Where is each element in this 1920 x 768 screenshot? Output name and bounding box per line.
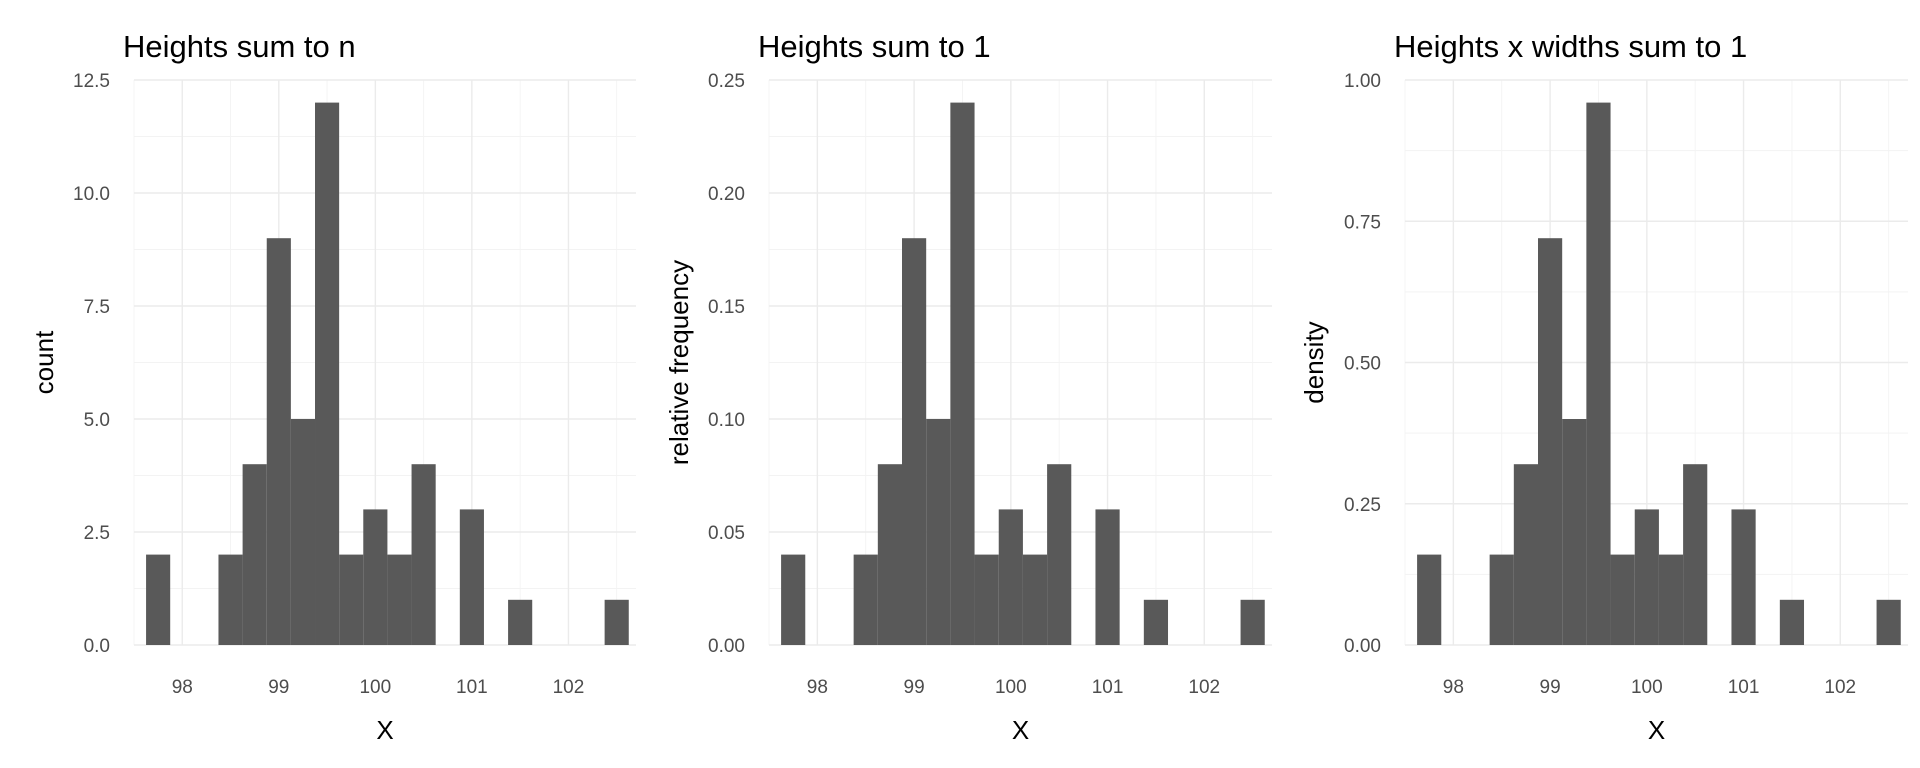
y-tick-label: 0.10 [708,410,745,431]
histogram-bar [363,509,388,645]
y-tick-labels: 0.00 0.25 0.50 0.75 1.00 [1344,71,1381,657]
histogram-bar [1022,554,1048,645]
x-axis-label: X [376,715,393,745]
histogram-bar [974,554,999,645]
histogram-bar [1876,599,1901,645]
histogram-bar [508,599,533,645]
y-tick-label: 2.5 [84,523,110,544]
x-tick-label: 99 [268,677,289,698]
y-tick-label: 0.20 [708,184,745,205]
x-tick-labels: 98 99 100 101 102 [807,677,1220,698]
histogram-bar [1586,102,1611,646]
histogram-bar [266,238,291,645]
histogram-bar [926,419,951,645]
x-tick-labels: 98 99 100 101 102 [1443,677,1856,698]
histogram-bar [853,554,878,645]
chart-title: Heights sum to 1 [758,29,991,64]
histogram-bar [339,554,364,645]
x-tick-label: 102 [553,677,585,698]
x-axis-label: X [1648,715,1665,745]
x-tick-label: 100 [1631,677,1663,698]
x-tick-label: 101 [456,677,488,698]
histogram-bar [1610,554,1635,645]
y-tick-label: 0.00 [708,636,745,657]
histogram-bar [877,464,903,645]
histogram-bar [1562,419,1587,645]
x-tick-label: 102 [1824,677,1856,698]
histogram-bar [218,554,243,645]
y-axis-label: count [29,330,59,394]
histogram-bar [242,464,267,645]
chart-title: Heights sum to n [123,29,356,64]
y-tick-label: 0.25 [1344,495,1381,516]
panel-2: 0.00 0.05 0.10 0.15 0.20 0.25 98 99 100 101 102 Hei… [664,29,1272,745]
x-tick-label: 99 [904,677,925,698]
x-tick-label: 100 [995,677,1027,698]
histogram-bar [1634,509,1659,645]
histogram-bar [781,554,806,645]
histogram-bar [1489,554,1514,645]
bars [146,102,629,646]
histogram-bar [1658,554,1684,645]
histogram-bar [902,238,927,645]
histogram-bar [1513,464,1539,645]
histogram-bar [604,599,629,645]
y-tick-label: 0.25 [708,71,745,92]
y-tick-label: 0.05 [708,523,745,544]
histogram-bar [950,102,975,646]
x-tick-label: 101 [1728,677,1760,698]
y-tick-label: 0.15 [708,297,745,318]
x-tick-labels: 98 99 100 101 102 [172,677,585,698]
y-tick-label: 0.75 [1344,212,1381,233]
x-tick-label: 98 [172,677,193,698]
x-tick-label: 98 [807,677,828,698]
x-tick-label: 99 [1540,677,1561,698]
panel-3: 0.00 0.25 0.50 0.75 1.00 98 99 100 101 102 Heights… [1299,29,1908,745]
histogram-bar [411,464,436,645]
x-tick-label: 102 [1188,677,1220,698]
histogram-bar [1538,238,1563,645]
histogram-bar [1779,599,1805,645]
y-tick-label: 5.0 [84,410,110,431]
histogram-bar [315,102,340,646]
y-tick-label: 7.5 [84,297,110,318]
histogram-bar [1417,554,1442,645]
histogram-bar [146,554,171,645]
histogram-bar [1683,464,1708,645]
histogram-bar [387,554,412,645]
histogram-bar [1047,464,1072,645]
chart-title: Heights x widths sum to 1 [1394,29,1747,64]
y-tick-labels: 0.0 2.5 5.0 7.5 10.0 12.5 [73,71,110,657]
y-tick-label: 0.50 [1344,354,1381,375]
bars [781,102,1265,646]
x-tick-label: 101 [1092,677,1124,698]
y-tick-label: 1.00 [1344,71,1381,92]
x-tick-label: 100 [359,677,391,698]
x-tick-label: 98 [1443,677,1464,698]
y-tick-label: 0.0 [84,636,110,657]
x-axis-label: X [1012,715,1029,745]
y-tick-label: 0.00 [1344,636,1381,657]
histogram-bar [1731,509,1756,645]
bars [1417,102,1901,646]
histogram-bar [459,509,484,645]
histogram-bar [290,419,316,645]
y-tick-label: 12.5 [73,71,110,92]
histogram-bar [998,509,1023,645]
panel-1: 0.0 2.5 5.0 7.5 10.0 12.5 98 99 100 101 102 Heights… [29,29,636,745]
y-axis-label: density [1299,321,1329,403]
y-tick-label: 10.0 [73,184,110,205]
y-tick-labels: 0.00 0.05 0.10 0.15 0.20 0.25 [708,71,745,657]
histogram-bar [1240,599,1265,645]
histogram-bar [1095,509,1120,645]
histogram-bar [1143,599,1169,645]
y-axis-label: relative frequency [664,260,694,465]
